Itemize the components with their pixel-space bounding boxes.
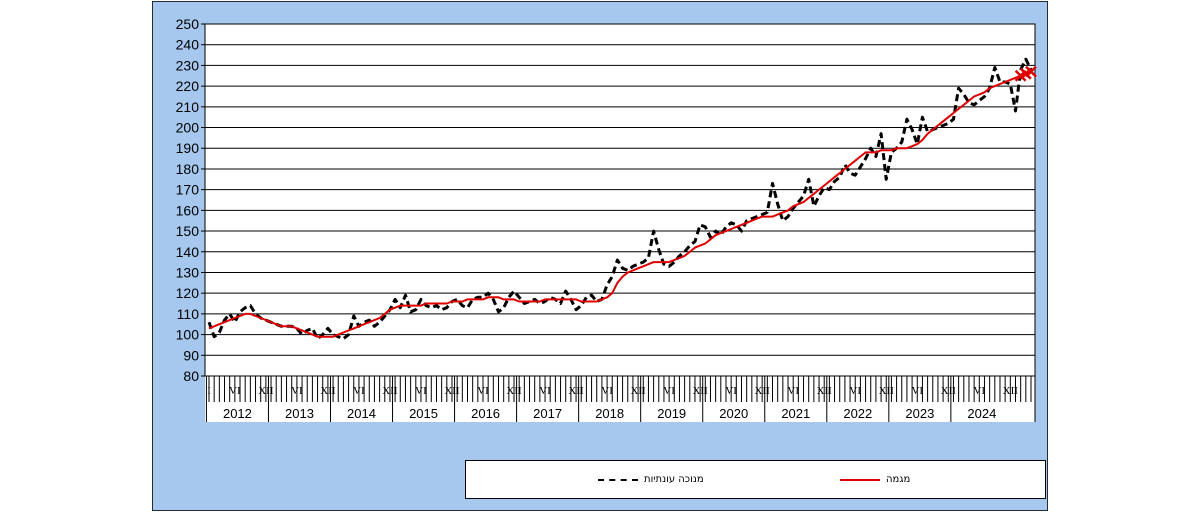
month-tick-label: XII bbox=[879, 385, 895, 397]
year-label: 2013 bbox=[285, 406, 314, 421]
year-label: 2012 bbox=[223, 406, 252, 421]
year-label: 2014 bbox=[347, 406, 376, 421]
chart-frame: 80 90 100 110 120 130 140 150 160 170 180 190 200 210… bbox=[152, 1, 1048, 511]
line-chart: 80 90 100 110 120 130 140 150 160 170 180 190 200 210… bbox=[176, 16, 1037, 422]
month-tick-label: VI bbox=[229, 385, 241, 397]
y-tick-label: 80 bbox=[183, 368, 199, 384]
month-tick-label: VI bbox=[477, 385, 489, 397]
series-line-trend bbox=[208, 70, 1032, 338]
legend-label-seasonal: מנוכה עונתיות bbox=[644, 474, 704, 485]
y-tick-label: 100 bbox=[176, 327, 200, 343]
month-tick-label: VI bbox=[353, 385, 365, 397]
legend-label-trend: מגמה bbox=[886, 474, 911, 485]
legend-item-seasonal: מנוכה עונתיות bbox=[598, 461, 704, 498]
month-tick-label: VI bbox=[911, 385, 923, 397]
year-label: 2019 bbox=[657, 406, 686, 421]
month-tick-label: I bbox=[641, 385, 645, 397]
y-tick-label: 190 bbox=[176, 140, 200, 156]
forecast-marker bbox=[1025, 65, 1037, 78]
year-label: 2021 bbox=[781, 406, 810, 421]
month-tick-label: XII bbox=[568, 385, 584, 397]
month-tick-label: VI bbox=[539, 385, 551, 397]
year-label: 2015 bbox=[409, 406, 438, 421]
month-tick-label: VI bbox=[787, 385, 799, 397]
month-tick-label: I bbox=[269, 385, 273, 397]
month-tick-label: VI bbox=[601, 385, 613, 397]
year-label: 2018 bbox=[595, 406, 624, 421]
y-tick-label: 220 bbox=[176, 78, 200, 94]
plot-area bbox=[204, 23, 1036, 377]
month-tick-label: XII bbox=[755, 385, 771, 397]
month-tick-label: XII bbox=[1003, 385, 1019, 397]
y-tick-label: 140 bbox=[176, 244, 200, 260]
month-tick-label: I bbox=[455, 385, 459, 397]
year-label: 2024 bbox=[967, 406, 996, 421]
y-tick-label: 90 bbox=[183, 347, 199, 363]
month-tick-label: XII bbox=[320, 385, 336, 397]
year-label: 2023 bbox=[905, 406, 934, 421]
month-tick-label: VI bbox=[973, 385, 985, 397]
month-tick-label: I bbox=[890, 385, 894, 397]
month-tick-label: I bbox=[1014, 385, 1018, 397]
month-tick-label: I bbox=[828, 385, 832, 397]
year-label: 2017 bbox=[533, 406, 562, 421]
y-tick-label: 240 bbox=[176, 37, 200, 53]
y-tick-label: 230 bbox=[176, 57, 200, 73]
month-tick-label: VI bbox=[849, 385, 861, 397]
year-label: 2016 bbox=[471, 406, 500, 421]
month-tick-label: I bbox=[579, 385, 583, 397]
y-tick-label: 110 bbox=[177, 306, 200, 322]
legend-swatch-seasonal bbox=[598, 478, 638, 481]
y-tick-label: 210 bbox=[176, 99, 200, 115]
legend: מנוכה עונתיות מגמה bbox=[465, 460, 1046, 499]
month-tick-label: I bbox=[952, 385, 956, 397]
y-tick-label: 160 bbox=[176, 202, 200, 218]
month-tick-label: I bbox=[207, 385, 211, 397]
month-tick-label: XII bbox=[817, 385, 833, 397]
y-tick-label: 250 bbox=[176, 16, 200, 32]
month-tick-label: VI bbox=[725, 385, 737, 397]
y-tick-label: 150 bbox=[176, 223, 200, 239]
month-tick-label: XII bbox=[382, 385, 398, 397]
year-label: 2022 bbox=[843, 406, 872, 421]
month-tick-label: XII bbox=[258, 385, 274, 397]
y-tick-label: 120 bbox=[176, 285, 200, 301]
month-tick-label: XII bbox=[630, 385, 646, 397]
month-tick-label: XII bbox=[444, 385, 460, 397]
month-tick-label: I bbox=[517, 385, 521, 397]
month-tick-label: XII bbox=[941, 385, 957, 397]
y-tick-label: 200 bbox=[176, 120, 200, 136]
legend-swatch-trend bbox=[840, 478, 880, 481]
month-tick-label: I bbox=[703, 385, 707, 397]
month-tick-label: VI bbox=[663, 385, 675, 397]
year-label: 2020 bbox=[719, 406, 748, 421]
y-tick-label: 180 bbox=[176, 161, 200, 177]
month-tick-label: I bbox=[766, 385, 770, 397]
month-tick-label: VI bbox=[291, 385, 303, 397]
month-tick-label: I bbox=[393, 385, 397, 397]
y-tick-label: 130 bbox=[176, 264, 200, 280]
legend-item-trend: מגמה bbox=[840, 461, 910, 498]
month-tick-label: I bbox=[331, 385, 335, 397]
month-tick-label: XII bbox=[506, 385, 522, 397]
month-tick-label: XII bbox=[692, 385, 708, 397]
month-tick-label: VI bbox=[415, 385, 427, 397]
y-tick-label: 170 bbox=[176, 182, 200, 198]
